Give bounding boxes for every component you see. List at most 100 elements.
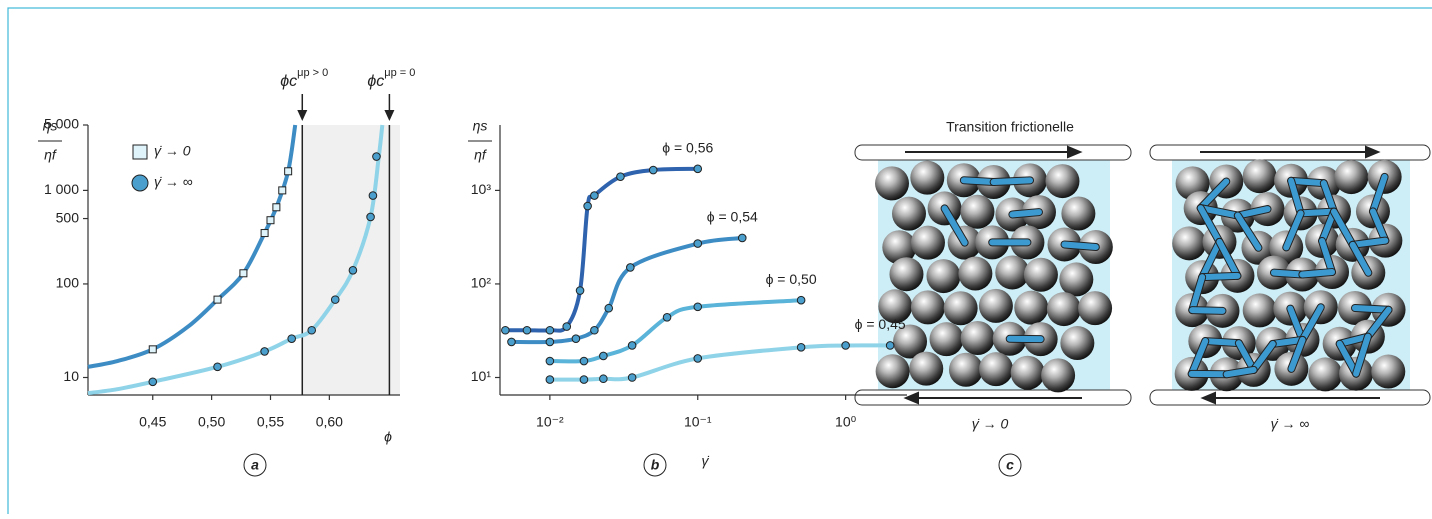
critical-label: ϕcμp = 0 xyxy=(367,67,415,90)
x-tick-label: 10⁻¹ xyxy=(684,414,712,430)
marker xyxy=(617,173,625,181)
contact xyxy=(1355,308,1389,310)
particle xyxy=(949,353,983,387)
y-tick-label: 10¹ xyxy=(471,368,492,384)
marker xyxy=(288,335,296,343)
particle xyxy=(1334,160,1368,194)
x-tick-label: 0,50 xyxy=(198,414,225,430)
particle xyxy=(875,166,909,200)
marker xyxy=(149,346,156,353)
contact xyxy=(1302,272,1332,274)
y-axis-label: ηs xyxy=(43,118,58,134)
marker xyxy=(508,338,516,346)
particle xyxy=(1011,356,1045,390)
particle xyxy=(1060,326,1094,360)
figure: Transition frictionelle γ̇ → 0 γ̇ → ∞ c … xyxy=(0,0,1432,514)
marker xyxy=(240,270,247,277)
y-tick-label: 10 xyxy=(63,368,79,384)
particle xyxy=(930,322,964,356)
particle xyxy=(926,259,960,293)
marker xyxy=(576,287,584,295)
series-label: ϕ = 0,45 xyxy=(855,316,906,332)
marker xyxy=(694,240,702,248)
arrow-head xyxy=(297,110,307,121)
x-tick-label: 0,45 xyxy=(139,414,166,430)
contact xyxy=(1274,273,1302,275)
marker xyxy=(261,230,268,237)
contact xyxy=(1291,181,1324,183)
marker xyxy=(523,326,531,334)
marker xyxy=(546,338,554,346)
particle xyxy=(1041,358,1075,392)
x-tick-label: 0,55 xyxy=(257,414,284,430)
particle xyxy=(911,290,945,324)
particle xyxy=(1047,292,1081,326)
shaded-region xyxy=(302,125,400,395)
marker xyxy=(563,323,571,331)
marker xyxy=(369,192,377,200)
particle xyxy=(911,226,945,260)
particle xyxy=(1243,159,1277,193)
critical-condition: μp > 0 xyxy=(297,67,328,79)
marker xyxy=(349,266,357,274)
marker xyxy=(886,342,894,350)
series-label: ϕ = 0,50 xyxy=(766,271,817,287)
contact xyxy=(964,180,994,182)
series-label: ϕ = 0,56 xyxy=(662,140,713,156)
marker xyxy=(663,314,671,322)
contact xyxy=(1353,241,1386,245)
critical-symbol: ϕc xyxy=(367,73,384,90)
contact xyxy=(1202,276,1237,277)
fit-curve xyxy=(88,125,295,367)
particle xyxy=(958,257,992,291)
marker xyxy=(591,326,599,334)
series-line xyxy=(550,345,890,379)
marker xyxy=(308,326,316,334)
particle xyxy=(1014,291,1048,325)
particle xyxy=(944,291,978,325)
marker xyxy=(279,187,286,194)
marker xyxy=(797,344,805,352)
particle xyxy=(979,352,1013,386)
contact xyxy=(1192,310,1222,311)
marker xyxy=(373,153,381,161)
critical-label: ϕcμp > 0 xyxy=(280,67,328,90)
particle xyxy=(876,354,910,388)
legend-marker xyxy=(132,175,148,191)
arrow-head xyxy=(384,110,394,121)
particle xyxy=(1059,262,1093,296)
x-axis-label: ϕ xyxy=(384,429,392,445)
marker xyxy=(572,335,580,343)
marker xyxy=(584,202,592,210)
particle xyxy=(1371,355,1405,389)
particle xyxy=(1308,357,1342,391)
marker xyxy=(694,303,702,311)
series-label: ϕ = 0,54 xyxy=(707,209,758,225)
particle xyxy=(1024,258,1058,292)
marker xyxy=(546,326,554,334)
marker xyxy=(546,376,554,384)
panel-label: b xyxy=(651,457,660,473)
marker xyxy=(502,326,510,334)
marker xyxy=(261,348,269,356)
x-axis-label: γ̇ xyxy=(702,453,710,469)
marker xyxy=(627,264,635,272)
y-tick-label: 500 xyxy=(56,209,80,225)
marker xyxy=(331,296,339,304)
contact xyxy=(1205,341,1239,343)
contact xyxy=(1064,244,1095,247)
marker xyxy=(367,213,375,221)
y-axis-label: ηs xyxy=(473,118,488,134)
marker xyxy=(591,192,599,200)
marker xyxy=(580,376,588,384)
marker xyxy=(738,234,746,242)
y-axis-label: ηf xyxy=(44,147,58,163)
particle xyxy=(889,257,923,291)
series-line xyxy=(511,238,742,342)
y-tick-label: 10² xyxy=(471,275,492,291)
marker xyxy=(605,304,613,312)
marker xyxy=(267,217,274,224)
contact xyxy=(1301,212,1334,214)
